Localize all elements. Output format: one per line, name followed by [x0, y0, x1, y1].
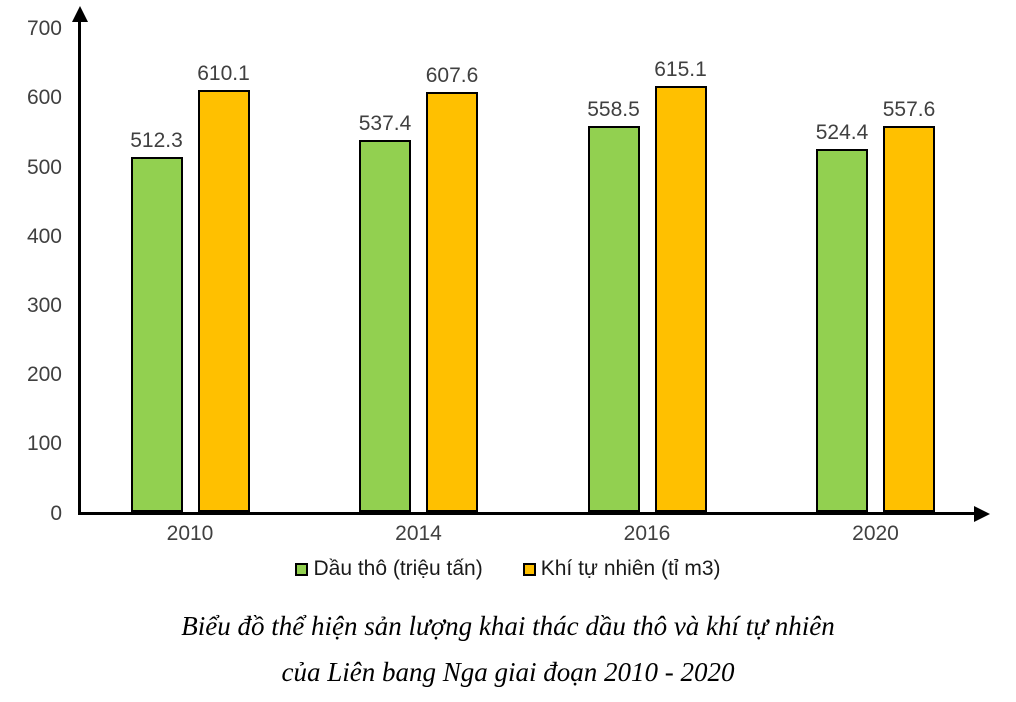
y-axis-arrow-icon — [72, 6, 88, 22]
caption-line-2: của Liên bang Nga giai đoạn 2010 - 2020 — [281, 657, 735, 687]
legend-label-khi-tu-nhien: Khí tự nhiên (tỉ m3) — [540, 557, 721, 580]
bar-2020-series-0 — [816, 149, 868, 512]
bar-2016-series-1 — [654, 86, 707, 512]
y-tick-label-100: 100 — [26, 432, 62, 456]
value-label-2020-series-1: 557.6 — [882, 98, 936, 121]
y-axis-line — [78, 20, 81, 514]
value-label-2014-series-0: 537.4 — [358, 112, 412, 135]
y-tick-label-700: 700 — [26, 17, 62, 41]
x-tick-label-2020: 2020 — [852, 522, 899, 545]
caption-line-1: Biểu đồ thể hiện sản lượng khai thác dầu… — [181, 611, 835, 641]
chart-caption: Biểu đồ thể hiện sản lượng khai thác dầu… — [0, 610, 1016, 689]
x-axis-line — [78, 512, 974, 515]
y-tick-label-500: 500 — [26, 155, 62, 179]
value-label-2016-series-1: 615.1 — [654, 58, 707, 81]
bar-2010-series-1 — [197, 90, 250, 512]
legend-item-dau-tho: Dầu thô (triệu tấn) — [295, 557, 483, 581]
bar-2014-series-0 — [359, 140, 411, 512]
x-axis-arrow-icon — [974, 506, 990, 522]
y-tick-label-0: 0 — [50, 501, 62, 525]
bar-2014-series-1 — [426, 92, 478, 512]
value-label-2010-series-1: 610.1 — [197, 62, 250, 85]
bar-2020-series-1 — [883, 126, 935, 512]
y-tick-label-400: 400 — [26, 224, 62, 248]
value-label-2014-series-1: 607.6 — [425, 64, 479, 87]
x-tick-label-2014: 2014 — [395, 522, 442, 545]
x-tick-label-2016: 2016 — [623, 522, 671, 545]
value-label-2016-series-0: 558.5 — [587, 98, 640, 121]
y-tick-label-300: 300 — [26, 293, 62, 317]
y-tick-label-200: 200 — [26, 363, 62, 387]
x-tick-label-2010: 2010 — [166, 522, 214, 545]
bar-2010-series-0 — [130, 157, 183, 512]
legend-item-khi-tu-nhien: Khí tự nhiên (tỉ m3) — [522, 557, 721, 581]
legend-swatch-green — [295, 562, 309, 576]
legend-swatch-yellow — [522, 562, 536, 576]
legend-label-dau-tho: Dầu thô (triệu tấn) — [313, 557, 483, 580]
legend: Dầu thô (triệu tấn) Khí tự nhiên (tỉ m3) — [0, 557, 1016, 581]
y-tick-label-600: 600 — [26, 86, 62, 110]
value-label-2010-series-0: 512.3 — [130, 129, 183, 152]
bar-2016-series-0 — [587, 126, 640, 512]
value-label-2020-series-0: 524.4 — [815, 121, 869, 144]
